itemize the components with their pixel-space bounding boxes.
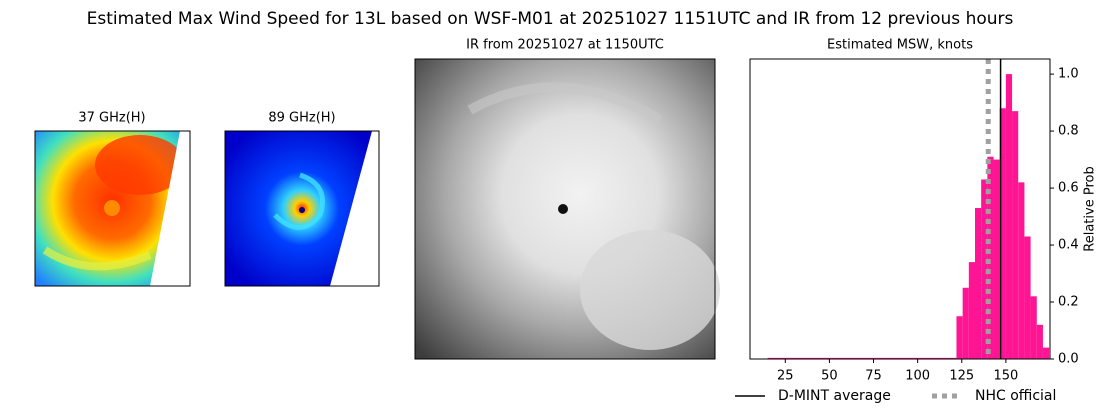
bar bbox=[956, 316, 963, 359]
y-tick-label: 1.0 bbox=[1058, 67, 1079, 82]
figure-title: Estimated Max Wind Speed for 13L based o… bbox=[87, 9, 1014, 29]
x-tick-label: 125 bbox=[949, 369, 974, 384]
bar bbox=[1030, 296, 1037, 359]
legend-label: NHC official bbox=[975, 388, 1056, 404]
bar bbox=[1018, 182, 1025, 359]
panel-title: IR from 20251027 at 1150UTC bbox=[466, 38, 664, 53]
plot-frame bbox=[749, 58, 1051, 360]
x-tick-label: 75 bbox=[865, 369, 882, 384]
panel-title: 89 GHz(H) bbox=[268, 111, 335, 126]
bar bbox=[1005, 74, 1013, 359]
x-tick-label: 50 bbox=[821, 369, 838, 384]
chart-title: Estimated MSW, knots bbox=[827, 38, 973, 53]
y-tick-label: 0.6 bbox=[1058, 181, 1079, 196]
legend-label: D-MINT average bbox=[778, 388, 891, 404]
bar bbox=[981, 179, 988, 359]
bar bbox=[767, 357, 957, 359]
bar bbox=[993, 159, 1000, 359]
panel-title: 37 GHz(H) bbox=[78, 111, 145, 126]
bar bbox=[968, 262, 975, 359]
bar bbox=[962, 287, 969, 359]
image-89ghz bbox=[224, 130, 380, 287]
bar bbox=[1024, 236, 1031, 359]
y-tick-label: 0.2 bbox=[1058, 295, 1079, 310]
bar bbox=[1036, 324, 1043, 359]
bar bbox=[1012, 111, 1019, 359]
x-tick-label: 150 bbox=[993, 369, 1018, 384]
bar bbox=[975, 208, 982, 359]
image-37ghz bbox=[34, 130, 191, 287]
y-tick-label: 0.0 bbox=[1058, 352, 1079, 367]
y-axis-label: Relative Prob bbox=[1083, 166, 1098, 251]
bar bbox=[999, 108, 1006, 359]
x-tick-label: 100 bbox=[905, 369, 930, 384]
y-tick-label: 0.4 bbox=[1058, 238, 1079, 253]
y-tick-label: 0.8 bbox=[1058, 124, 1079, 139]
x-tick-label: 25 bbox=[777, 369, 794, 384]
image-ir bbox=[414, 58, 720, 360]
bar bbox=[987, 156, 994, 359]
bar bbox=[1042, 347, 1050, 359]
